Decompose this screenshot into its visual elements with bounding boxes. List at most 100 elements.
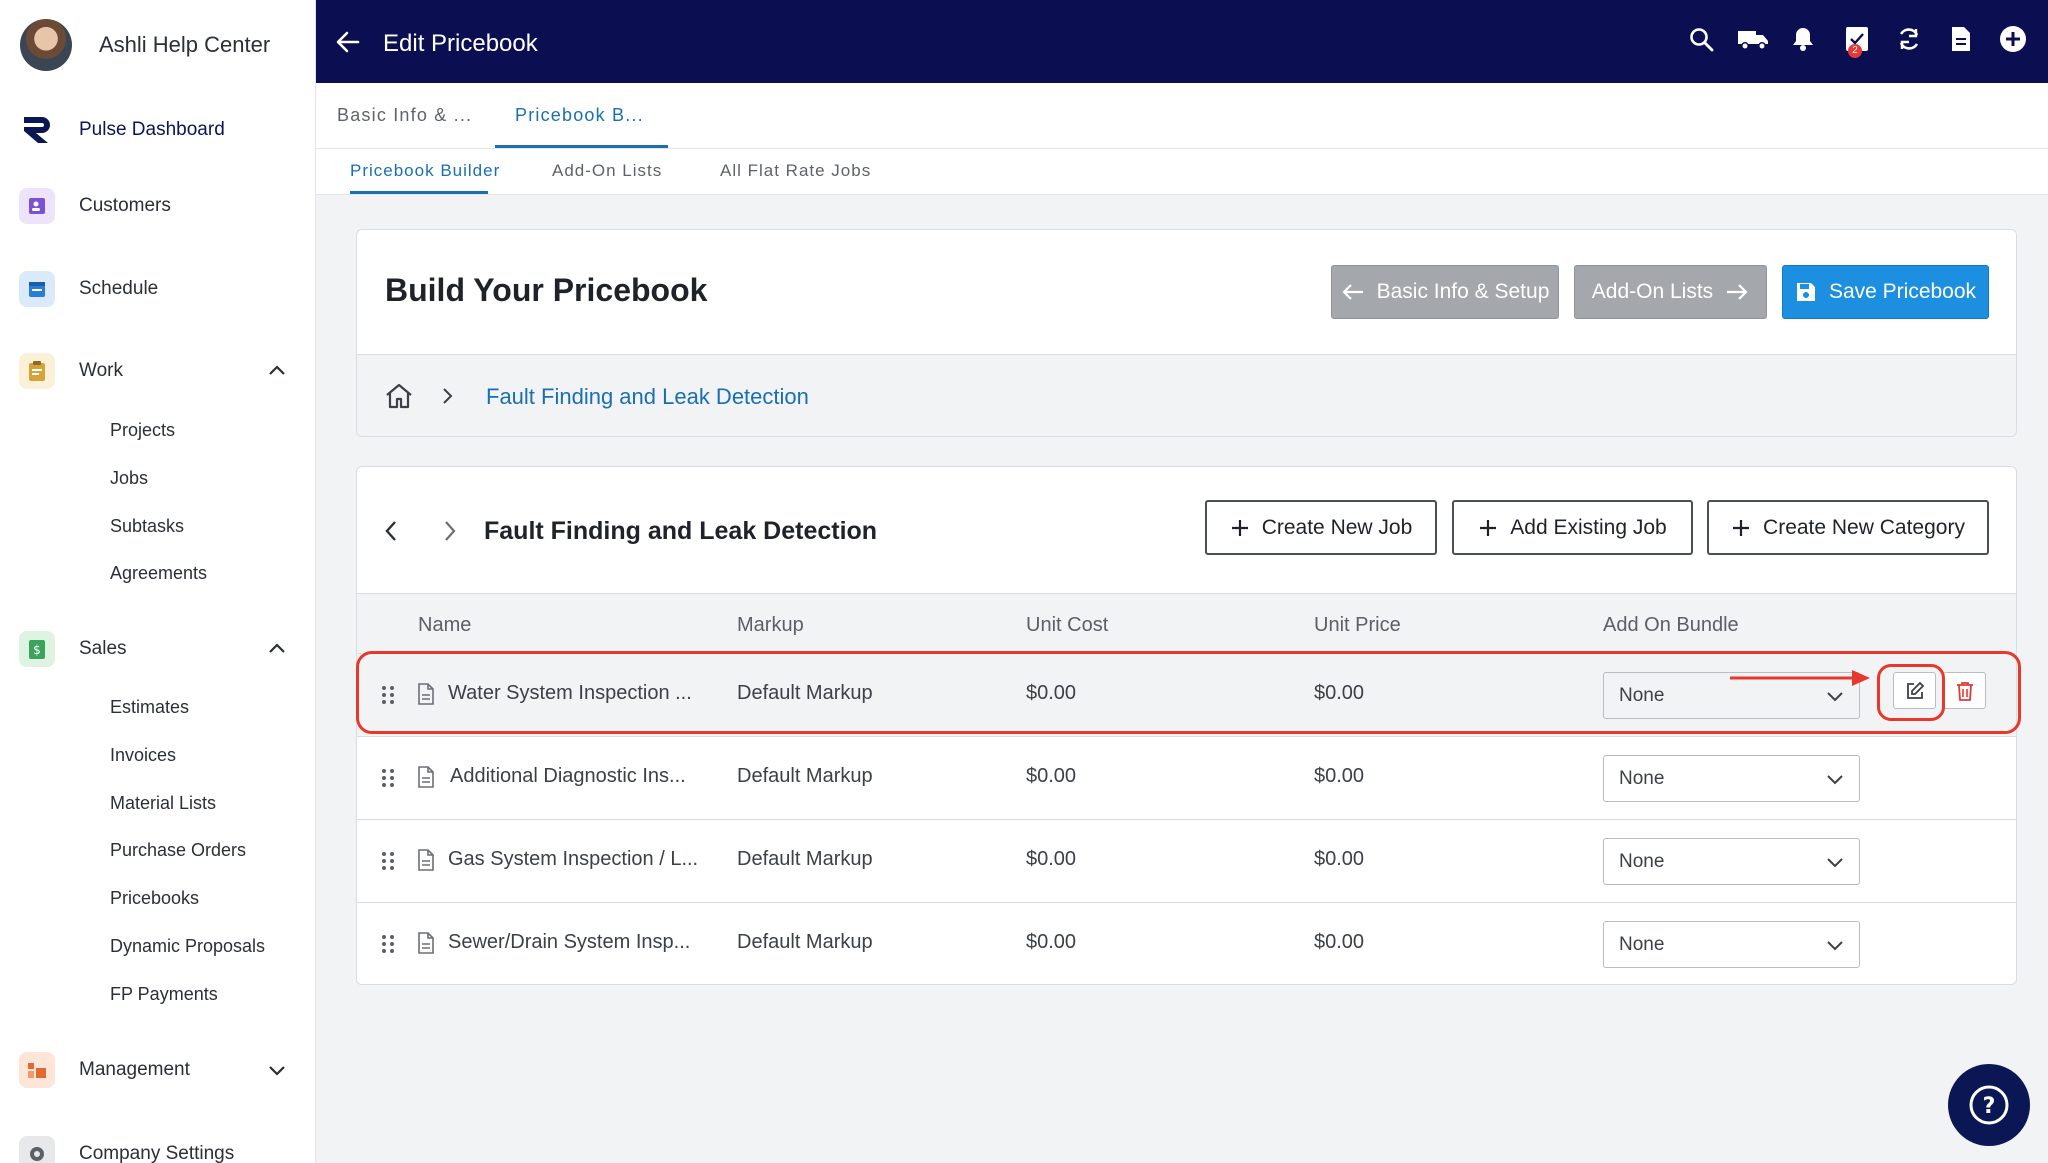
sidebar-item-label: Pulse Dashboard	[79, 119, 225, 140]
sidebar-item-schedule[interactable]: Schedule	[0, 271, 315, 307]
sidebar-subitem-purchase-orders[interactable]: Purchase Orders	[110, 840, 247, 860]
checklist-icon[interactable]: 2	[1840, 22, 1874, 58]
tab-basic-info[interactable]: Basic Info & ...	[337, 105, 473, 125]
sidebar-subitem-fp-payments[interactable]: FP Payments	[110, 984, 218, 1004]
add-on-lists-button[interactable]: Add-On Lists	[1574, 265, 1767, 319]
table-row[interactable]: Sewer/Drain System Insp... Default Marku…	[357, 902, 2016, 984]
pulse-logo-icon	[19, 112, 55, 148]
job-markup: Default Markup	[737, 682, 873, 704]
arrow-right-icon	[1727, 284, 1748, 300]
chevron-down-icon[interactable]	[266, 1059, 288, 1081]
table-row[interactable]: Additional Diagnostic Ins... Default Mar…	[357, 736, 2016, 819]
chevron-left-icon[interactable]	[383, 519, 399, 543]
document-icon	[418, 683, 434, 705]
subtab-add-on-lists[interactable]: Add-On Lists	[552, 161, 663, 180]
chevron-up-icon[interactable]	[266, 638, 288, 660]
sidebar-subitem-estimates[interactable]: Estimates	[110, 697, 190, 717]
chevron-right-icon[interactable]	[442, 519, 458, 543]
drag-handle-icon[interactable]	[381, 685, 395, 705]
plus-icon	[1231, 519, 1248, 536]
add-on-bundle-select[interactable]: None	[1603, 755, 1860, 802]
drag-handle-icon[interactable]	[381, 934, 395, 954]
table-row[interactable]: Gas System Inspection / L... Default Mar…	[357, 819, 2016, 902]
bell-icon[interactable]	[1786, 22, 1820, 56]
sidebar-subitem-dynamic-proposals[interactable]: Dynamic Proposals	[110, 936, 266, 956]
sidebar-subitem-pricebooks[interactable]: Pricebooks	[110, 888, 200, 908]
column-header-add-on-bundle[interactable]: Add On Bundle	[1603, 614, 1739, 636]
job-name[interactable]: Sewer/Drain System Insp...	[448, 931, 691, 953]
document-icon	[418, 766, 434, 788]
page-title: Edit Pricebook	[383, 30, 538, 57]
sidebar-item-pulse-dashboard[interactable]: Pulse Dashboard	[0, 112, 315, 148]
help-chat-button[interactable]: ?	[1948, 1064, 2030, 1146]
create-new-category-button[interactable]: Create New Category	[1707, 500, 1989, 555]
create-new-job-label: Create New Job	[1261, 515, 1413, 539]
sidebar-subitem-agreements[interactable]: Agreements	[110, 563, 208, 583]
back-arrow-icon[interactable]	[334, 28, 362, 56]
subtab-all-flat-rate-jobs[interactable]: All Flat Rate Jobs	[720, 161, 872, 180]
search-icon[interactable]	[1684, 22, 1718, 56]
add-on-lists-label: Add-On Lists	[1591, 280, 1714, 303]
job-name[interactable]: Additional Diagnostic Ins...	[450, 765, 686, 787]
add-icon[interactable]	[1996, 22, 2030, 56]
job-name[interactable]: Gas System Inspection / L...	[448, 848, 699, 870]
add-on-bundle-select[interactable]: None	[1603, 838, 1860, 885]
breadcrumb-category-link[interactable]: Fault Finding and Leak Detection	[486, 384, 809, 409]
job-unit-price: $0.00	[1314, 765, 1365, 787]
chevron-up-icon[interactable]	[266, 360, 288, 382]
drag-handle-icon[interactable]	[381, 768, 395, 788]
sidebar: Ashli Help Center Pulse Dashboard Custom…	[0, 0, 316, 1163]
avatar[interactable]	[20, 19, 72, 71]
notification-badge: 2	[1848, 44, 1862, 58]
chevron-down-icon	[1827, 692, 1843, 702]
subtab-pricebook-builder[interactable]: Pricebook Builder	[350, 161, 501, 180]
document-icon	[418, 849, 434, 871]
settings-icon	[19, 1136, 55, 1163]
sidebar-item-sales[interactable]: $ Sales	[0, 631, 315, 667]
add-on-bundle-value: None	[1619, 851, 1665, 872]
column-header-unit-price[interactable]: Unit Price	[1314, 614, 1401, 636]
sidebar-subitem-projects[interactable]: Projects	[110, 420, 176, 440]
job-markup: Default Markup	[737, 765, 873, 787]
chevron-down-icon	[1827, 775, 1843, 785]
category-card: Fault Finding and Leak Detection Create …	[356, 466, 2017, 985]
basic-info-setup-label: Basic Info & Setup	[1376, 280, 1550, 303]
management-icon	[19, 1052, 55, 1088]
column-header-name[interactable]: Name	[418, 614, 472, 636]
create-new-job-button[interactable]: Create New Job	[1205, 500, 1437, 555]
sidebar-subitem-invoices[interactable]: Invoices	[110, 745, 177, 765]
basic-info-setup-button[interactable]: Basic Info & Setup	[1331, 265, 1559, 319]
tab-pricebook-builder[interactable]: Pricebook B...	[515, 105, 644, 125]
add-existing-job-button[interactable]: Add Existing Job	[1452, 500, 1693, 555]
sidebar-subitem-material-lists[interactable]: Material Lists	[110, 793, 217, 813]
add-on-bundle-select[interactable]: None	[1603, 672, 1860, 719]
sidebar-item-company-settings[interactable]: Company Settings	[0, 1136, 315, 1163]
table-row[interactable]: Water System Inspection ... Default Mark…	[357, 653, 2016, 736]
delete-job-button[interactable]	[1943, 672, 1986, 709]
edit-job-button[interactable]	[1893, 672, 1936, 709]
sidebar-subitem-subtasks[interactable]: Subtasks	[110, 516, 185, 536]
add-on-bundle-value: None	[1619, 685, 1665, 706]
arrow-left-icon	[1342, 284, 1363, 300]
column-header-unit-cost[interactable]: Unit Cost	[1026, 614, 1109, 636]
drag-handle-icon[interactable]	[381, 851, 395, 871]
brand-header[interactable]: Ashli Help Center	[0, 0, 315, 90]
sidebar-item-customers[interactable]: Customers	[0, 188, 315, 224]
brand-name: Ashli Help Center	[99, 32, 271, 57]
sidebar-item-management[interactable]: Management	[0, 1052, 315, 1088]
sidebar-item-work[interactable]: Work	[0, 353, 315, 389]
home-icon[interactable]	[384, 382, 414, 410]
secondary-tabs: Pricebook Builder Add-On Lists All Flat …	[316, 149, 2048, 195]
add-on-bundle-select[interactable]: None	[1603, 921, 1860, 968]
document-icon[interactable]	[1944, 22, 1978, 56]
column-header-markup[interactable]: Markup	[737, 614, 804, 636]
sync-icon[interactable]	[1892, 22, 1926, 56]
active-tab-indicator	[495, 145, 668, 148]
save-pricebook-button[interactable]: Save Pricebook	[1782, 265, 1989, 319]
sidebar-subitem-jobs[interactable]: Jobs	[110, 468, 149, 488]
truck-icon[interactable]	[1736, 22, 1770, 56]
edit-icon	[1906, 681, 1924, 699]
chevron-down-icon	[1827, 941, 1843, 951]
job-name[interactable]: Water System Inspection ...	[448, 682, 692, 704]
trash-icon	[1956, 681, 1973, 701]
